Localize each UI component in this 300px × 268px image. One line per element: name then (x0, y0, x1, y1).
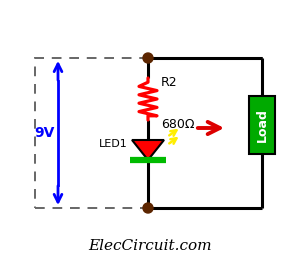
Text: Load: Load (256, 108, 268, 142)
Polygon shape (132, 140, 164, 160)
Bar (35, 58, 262, 208)
Bar (249, 96, 275, 154)
Text: 680Ω: 680Ω (161, 118, 194, 131)
Text: 9V: 9V (34, 126, 54, 140)
Circle shape (143, 53, 153, 63)
Text: ElecCircuit.com: ElecCircuit.com (88, 239, 212, 253)
Text: LED1: LED1 (99, 139, 128, 149)
Circle shape (143, 203, 153, 213)
Text: R2: R2 (161, 76, 178, 89)
